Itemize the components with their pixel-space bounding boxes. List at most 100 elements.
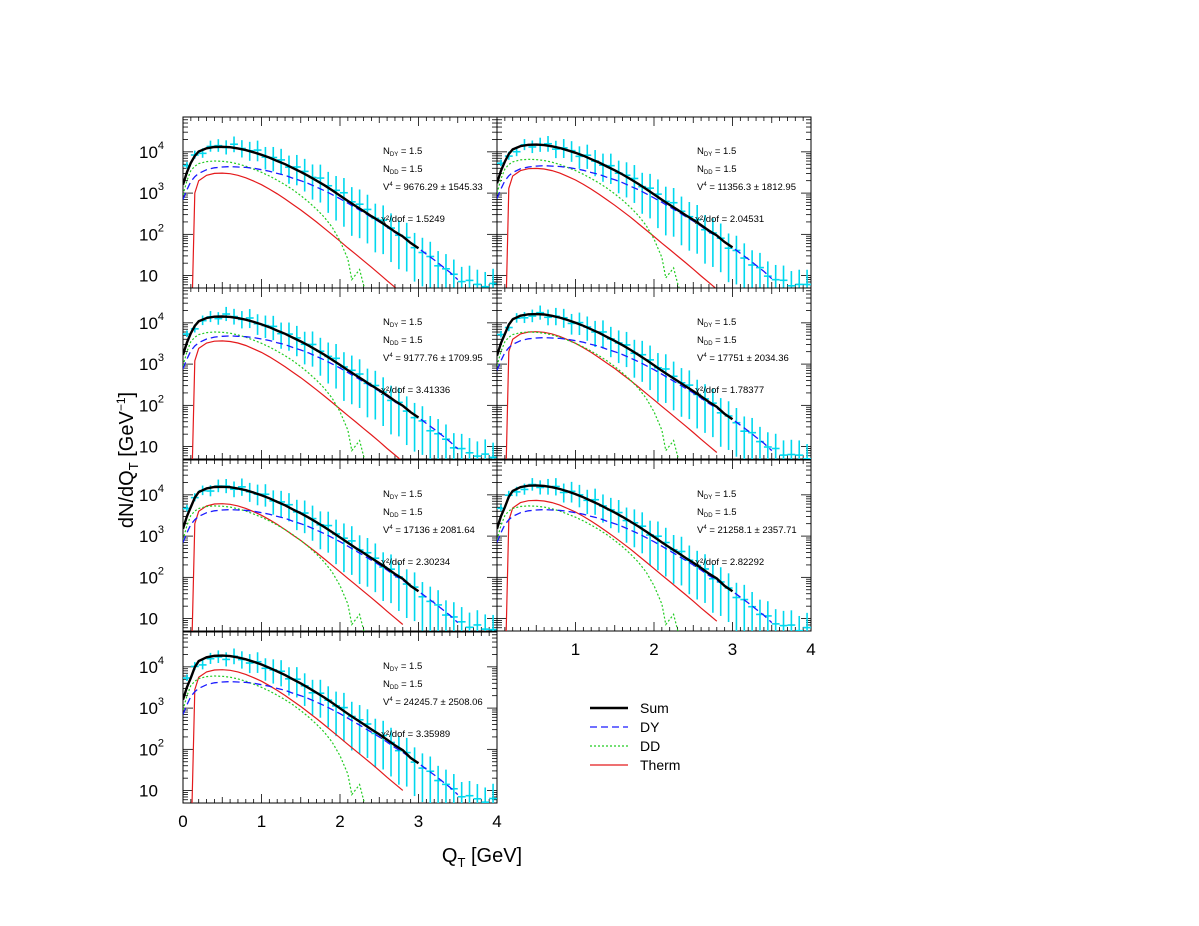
annotation-chi2: χ²/dof = 1.5249 xyxy=(381,214,445,225)
annotation-ndd: NDD = 1.5 xyxy=(383,679,423,691)
series-dy xyxy=(183,508,459,624)
data-point xyxy=(245,309,254,329)
data-point xyxy=(716,223,725,273)
data-point xyxy=(481,271,490,288)
data-point xyxy=(740,416,749,459)
data-point xyxy=(465,780,474,803)
data-point xyxy=(347,355,356,405)
data-point xyxy=(277,322,286,349)
data-point xyxy=(245,654,254,674)
data-point xyxy=(756,252,764,288)
panel-3: 10 102 103 104 NDY = 1.5 NDD = 1.5 V4 = 9177.7… xyxy=(139,287,498,460)
series-dy xyxy=(497,336,773,452)
panel-plot-area xyxy=(183,648,497,803)
data-point xyxy=(646,173,654,219)
data-point xyxy=(732,235,741,285)
series-therm xyxy=(505,499,718,631)
series-therm xyxy=(505,167,717,288)
data-point xyxy=(418,406,427,455)
x-axis-layer: 0 1 2 3 4 1 2 3 4 xyxy=(178,640,815,831)
x-tick-label: 1 xyxy=(571,640,580,659)
data-point xyxy=(795,440,804,459)
data-point xyxy=(536,480,545,495)
data-point xyxy=(261,658,270,681)
legend: Sum DY DD Therm xyxy=(590,700,680,773)
data-point xyxy=(740,243,749,288)
data-point xyxy=(332,519,340,565)
panel-6: NDY = 1.5 NDD = 1.5 V4 = 21258.1 ± 2357.71… xyxy=(496,459,812,632)
data-point xyxy=(473,784,482,803)
data-point xyxy=(756,599,764,631)
data-point xyxy=(371,370,380,420)
data-point xyxy=(222,306,231,322)
annotation-v4: V4 = 11356.3 ± 1812.95 xyxy=(697,182,796,193)
data-point xyxy=(779,265,788,288)
data-point xyxy=(449,774,458,803)
data-point xyxy=(308,164,317,200)
panel-plot-area xyxy=(183,306,497,459)
data-point xyxy=(410,232,419,282)
panel-4: NDY = 1.5 NDD = 1.5 V4 = 17751 ± 2034.36 χ²… xyxy=(496,287,812,460)
legend-label: DD xyxy=(640,738,660,754)
data-point xyxy=(599,153,607,182)
data-point xyxy=(685,545,694,595)
data-point xyxy=(222,652,231,667)
data-point xyxy=(677,368,686,417)
y-tick-label: 104 xyxy=(139,483,164,505)
data-point xyxy=(410,402,419,452)
data-point xyxy=(418,753,427,803)
annotation-v4: V4 = 17751 ± 2034.36 xyxy=(697,353,789,364)
annotation-ndy: NDY = 1.5 xyxy=(697,146,736,158)
data-point xyxy=(418,237,427,287)
data-point xyxy=(763,601,772,631)
data-point xyxy=(708,218,717,267)
data-point xyxy=(363,709,372,758)
data-point xyxy=(371,543,380,593)
data-point xyxy=(567,313,576,335)
panel-2: NDY = 1.5 NDD = 1.5 V4 = 11356.3 ± 1812.95… xyxy=(496,116,812,289)
data-point xyxy=(740,584,749,631)
legend-label: Sum xyxy=(640,700,669,716)
annotation-ndy: NDY = 1.5 xyxy=(383,661,422,673)
data-point xyxy=(394,220,403,270)
data-point xyxy=(646,345,654,391)
annotation-ndd: NDD = 1.5 xyxy=(383,507,423,519)
series-dd xyxy=(183,505,365,631)
data-point xyxy=(787,610,796,631)
data-point xyxy=(206,652,215,664)
data-point xyxy=(410,572,419,622)
data-point xyxy=(426,416,435,459)
data-point xyxy=(748,417,757,459)
data-point xyxy=(434,765,443,803)
data-point xyxy=(724,233,733,283)
data-point xyxy=(544,309,552,326)
x-axis-title: QT [GeV] xyxy=(442,845,522,870)
panel-7: 10 102 103 104 NDY = 1.5 NDD = 1.5 V4 = 24245.… xyxy=(139,631,498,804)
data-point xyxy=(237,478,246,496)
x-tick-label: 3 xyxy=(414,812,423,831)
y-tick-label: 102 xyxy=(139,565,164,587)
panel-1: 10 102 103 104 NDY = 1.5 NDD = 1.5 V4 = 9676.2… xyxy=(139,116,498,289)
panel-plot-area xyxy=(497,136,811,288)
series-dd xyxy=(183,675,366,803)
data-point xyxy=(363,538,372,587)
data-point xyxy=(481,614,490,631)
data-point xyxy=(442,600,450,631)
data-point xyxy=(379,205,388,255)
data-point xyxy=(748,591,757,631)
data-point xyxy=(630,509,639,548)
data-point xyxy=(324,511,333,553)
data-point xyxy=(340,178,348,227)
annotation-v4: V4 = 24245.7 ± 2508.06 xyxy=(383,697,483,708)
data-point xyxy=(363,194,372,244)
data-point xyxy=(583,489,592,515)
annotation-ndd: NDD = 1.5 xyxy=(383,164,423,176)
data-point xyxy=(489,783,497,803)
data-point xyxy=(559,483,568,503)
data-point xyxy=(638,340,647,382)
y-tick-label: 103 xyxy=(139,696,164,718)
data-point xyxy=(457,782,466,803)
series-sum xyxy=(183,485,420,593)
annotation-v4: V4 = 9177.76 ± 1709.95 xyxy=(383,353,483,364)
y-tick-label: 103 xyxy=(139,181,164,203)
